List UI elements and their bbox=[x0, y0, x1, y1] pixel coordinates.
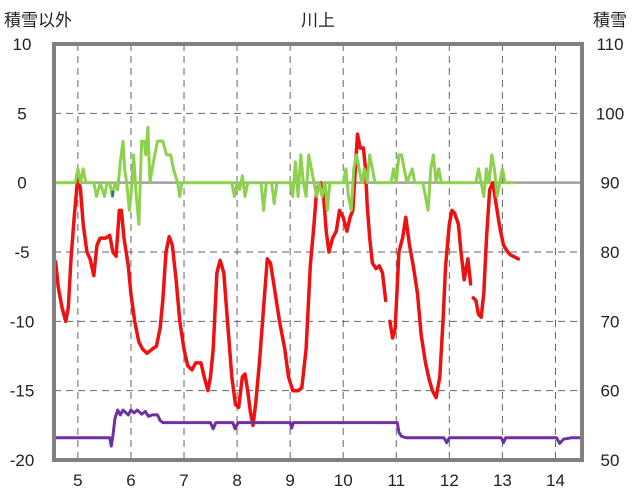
y-right-tick-label: 100 bbox=[596, 104, 624, 123]
y-right-tick-label: 70 bbox=[601, 312, 620, 331]
y-right-axis-title: 積雪 bbox=[593, 11, 627, 31]
series-line-3 bbox=[54, 408, 584, 448]
x-tick-label: 9 bbox=[285, 471, 294, 490]
y-right-tick-label: 80 bbox=[601, 243, 620, 262]
y-left-axis-title: 積雪以外 bbox=[4, 11, 72, 31]
series-layer bbox=[53, 125, 584, 448]
x-tick-label: 8 bbox=[232, 471, 241, 490]
series-line-1 bbox=[388, 208, 473, 400]
plot-border bbox=[52, 42, 584, 462]
x-tick-label: 13 bbox=[493, 471, 512, 490]
x-tick-label: 14 bbox=[546, 471, 565, 490]
y-left-tick-label: -15 bbox=[10, 382, 35, 401]
x-tick-label: 6 bbox=[126, 471, 135, 490]
series-line-2 bbox=[471, 180, 521, 319]
chart-title: 川上 bbox=[301, 11, 335, 31]
y-left-tick-label: 10 bbox=[13, 35, 32, 54]
y-left-tick-label: 0 bbox=[17, 174, 26, 193]
x-tick-label: 12 bbox=[440, 471, 459, 490]
y-right-tick-label: 50 bbox=[601, 451, 620, 470]
y-right-tick-label: 90 bbox=[601, 174, 620, 193]
y-left-tick-label: -10 bbox=[10, 312, 35, 331]
y-left-tick-label: -5 bbox=[14, 243, 29, 262]
x-tick-label: 7 bbox=[179, 471, 188, 490]
x-tick-label: 10 bbox=[334, 471, 353, 490]
x-tick-label: 5 bbox=[73, 471, 82, 490]
series-line-4 bbox=[54, 125, 515, 226]
x-tick-label: 11 bbox=[387, 471, 405, 490]
y-right-tick-label: 110 bbox=[596, 35, 623, 54]
y-left-tick-label: 5 bbox=[17, 104, 26, 123]
y-left-tick-label: -20 bbox=[10, 451, 35, 470]
y-right-tick-label: 60 bbox=[601, 382, 620, 401]
series-line-0 bbox=[53, 132, 388, 428]
